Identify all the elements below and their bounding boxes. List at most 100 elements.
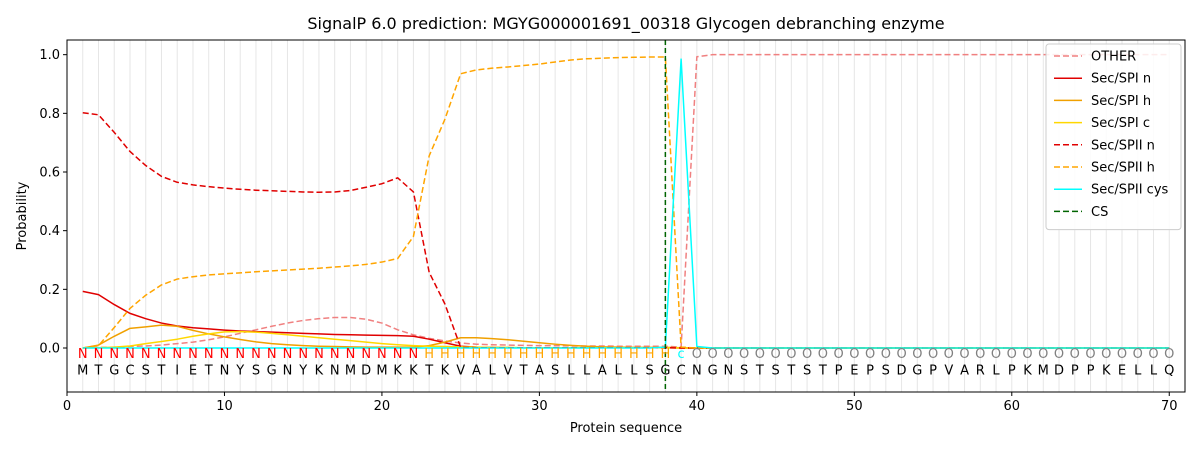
annotation-letter: N [251, 347, 261, 362]
sequence-letter: K [1023, 363, 1032, 378]
x-tick-label: 10 [216, 399, 233, 414]
annotation-letter: N [220, 347, 230, 362]
y-tick-label: 0.0 [39, 342, 60, 357]
annotation-letter: N [267, 347, 277, 362]
annotation-letter: O [896, 347, 906, 362]
annotation-letter: H [660, 347, 670, 362]
annotation-letter: H [566, 347, 576, 362]
sequence-letter: Q [1164, 363, 1174, 378]
sequence-letter: P [1087, 363, 1095, 378]
sequence-letter: L [567, 363, 575, 378]
annotation-letter: H [503, 347, 513, 362]
annotation-letter: O [849, 347, 859, 362]
annotation-letter: O [786, 347, 796, 362]
series-line-other [82, 53, 1170, 349]
legend-label: Sec/SPI n [1091, 72, 1151, 87]
annotation-letter: H [487, 347, 497, 362]
sequence-letter: S [803, 363, 811, 378]
sequence-letter: S [645, 363, 653, 378]
annotation-letter: O [818, 347, 828, 362]
sequence-letter: G [912, 363, 922, 378]
sequence-letter: S [551, 363, 559, 378]
sequence-letter: M [376, 363, 387, 378]
sequence-letter: K [315, 363, 324, 378]
sequence-letter: A [960, 363, 969, 378]
annotation-letter: O [739, 347, 749, 362]
y-tick-label: 0.6 [39, 166, 60, 181]
sequence-letter: N [220, 363, 230, 378]
sequence-letter: V [944, 363, 953, 378]
sequence-letter: M [77, 363, 88, 378]
y-tick-label: 1.0 [39, 48, 60, 63]
sequence-letter: S [252, 363, 260, 378]
annotation-letter: O [1148, 347, 1158, 362]
sequence-letter: K [1102, 363, 1111, 378]
sequence-letter: V [456, 363, 465, 378]
sequence-letter: Y [235, 363, 244, 378]
sequence-letter: D [1054, 363, 1064, 378]
annotation-letter: H [645, 347, 655, 362]
sequence-letter: A [598, 363, 607, 378]
y-axis-label: Probability [15, 181, 30, 250]
annotation-letter: O [928, 347, 938, 362]
annotation-letter: N [125, 347, 135, 362]
sequence-letter: T [94, 363, 103, 378]
sequence-letter: P [1071, 363, 1079, 378]
x-tick-label: 50 [846, 399, 863, 414]
annotation-letter: O [833, 347, 843, 362]
sequence-letter: C [125, 363, 134, 378]
sequence-letter: S [740, 363, 748, 378]
sequence-letter: G [109, 363, 119, 378]
sequence-letter: E [189, 363, 197, 378]
x-tick-label: 0 [63, 399, 71, 414]
annotation-letter: N [109, 347, 119, 362]
sequence-letter: M [1038, 363, 1049, 378]
annotation-letter: H [424, 347, 434, 362]
sequence-letter: N [692, 363, 702, 378]
series-line-sec-spii-cys [82, 58, 1170, 349]
sequence-letter: Y [298, 363, 307, 378]
annotation-letter: N [377, 347, 387, 362]
annotation-letter: N [141, 347, 151, 362]
sequence-letter: D [897, 363, 907, 378]
legend-box [1045, 43, 1182, 231]
sequence-letter: N [723, 363, 733, 378]
annotation-letter: O [1070, 347, 1080, 362]
sequence-letter: K [393, 363, 402, 378]
annotation-letter: O [944, 347, 954, 362]
annotation-letter: O [707, 347, 717, 362]
x-tick-label: 20 [374, 399, 391, 414]
x-tick-label: 30 [531, 399, 548, 414]
annotation-letter: N [314, 347, 324, 362]
annotation-letter: O [865, 347, 875, 362]
annotation-letter: H [519, 347, 529, 362]
sequence-letter: S [771, 363, 779, 378]
plot-frame [66, 39, 1186, 393]
sequence-letter: K [409, 363, 418, 378]
sequence-letter: P [835, 363, 843, 378]
annotation-letter: H [456, 347, 466, 362]
annotation-letter: N [330, 347, 340, 362]
sequence-letter: L [489, 363, 497, 378]
sequence-letter: S [882, 363, 890, 378]
annotation-letter: O [802, 347, 812, 362]
annotation-letter: O [1164, 347, 1174, 362]
x-tick-label: 70 [1161, 399, 1178, 414]
x-tick-label: 60 [1004, 399, 1021, 414]
annotation-letter: N [346, 347, 356, 362]
sequence-letter: N [330, 363, 340, 378]
chart-title: SignalP 6.0 prediction: MGYG000001691_00… [307, 14, 944, 34]
sequence-letter: G [267, 363, 277, 378]
annotation-letter: O [912, 347, 922, 362]
sequence-letter: S [142, 363, 150, 378]
sequence-letter: T [519, 363, 528, 378]
annotation-letter: O [1007, 347, 1017, 362]
legend-label: Sec/SPI c [1091, 116, 1150, 131]
sequence-letter: N [283, 363, 293, 378]
sequence-letter: P [1008, 363, 1016, 378]
sequence-letter: L [992, 363, 1000, 378]
legend-label: OTHER [1091, 50, 1136, 65]
annotation-letter: N [78, 347, 88, 362]
sequence-letter: T [818, 363, 827, 378]
